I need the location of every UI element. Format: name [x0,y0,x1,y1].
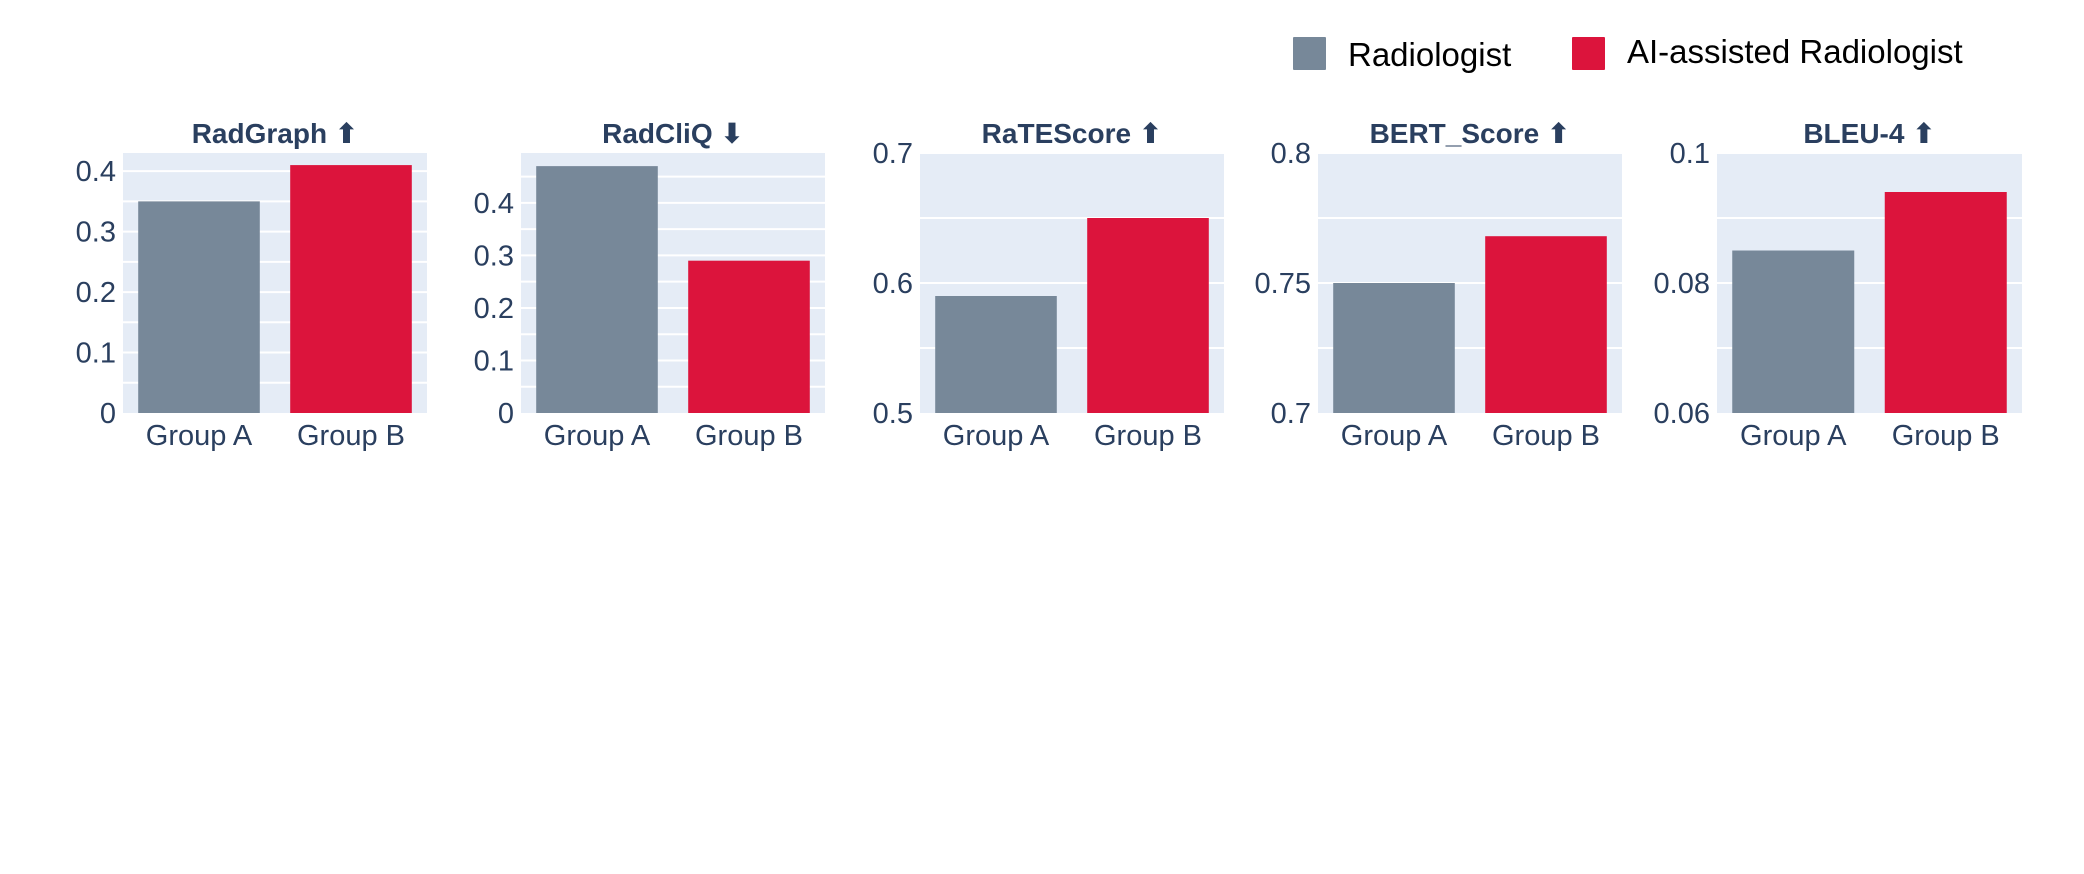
y-tick-label: 0.4 [76,156,116,188]
y-tick-label: 0.2 [474,293,514,325]
y-tick-label: 0.3 [76,217,116,249]
y-tick-label: 0.3 [474,240,514,272]
bar-group-b-ai-assisted-radiologist[interactable] [1087,218,1209,413]
x-tick-label: Group A [146,420,253,452]
subplot-title: RadCliQ ⬇ [602,118,744,149]
y-tick-label: 0.6 [873,268,913,300]
bar-group-b-ai-assisted-radiologist[interactable] [1485,236,1607,413]
bar-group-b-ai-assisted-radiologist[interactable] [688,260,810,413]
subplots: 0 0.1 0.2 0.3 0.4 Group A Group B RadGraph ⬆ 0 0.… [76,118,2022,452]
legend-item-ai-assisted-radiologist[interactable]: AI-assisted Radiologist [1572,33,1963,70]
x-tick-label: Group A [1341,420,1448,452]
y-tick-label: 0.06 [1654,398,1710,430]
subplot-title: RadGraph ⬆ [192,118,359,149]
y-tick-label: 0.7 [1271,398,1311,430]
bar-group-a-radiologist[interactable] [1732,250,1855,414]
subplot-bleu-4: 0.06 0.08 0.1 Group A Group B BLEU-4 ⬆ [1654,118,2022,452]
subplot-radcliq: 0 0.1 0.2 0.3 0.4 Group A Group B RadCliQ ⬇ [474,118,825,452]
legend-swatch-radiologist [1293,37,1326,70]
x-tick-label: Group A [943,420,1050,452]
y-tick-label: 0.7 [873,138,913,170]
bar-group-b-ai-assisted-radiologist[interactable] [1884,192,2007,413]
bar-group-a-radiologist[interactable] [935,296,1057,413]
y-tick-label: 0.4 [474,188,514,220]
legend-label-ai-assisted-radiologist: AI-assisted Radiologist [1627,33,1963,70]
x-tick-label: Group B [1094,420,1202,452]
y-tick-label: 0.5 [873,398,913,430]
x-tick-label: Group B [695,420,803,452]
subplot-ratescore: 0.5 0.6 0.7 Group A Group B RaTEScore ⬆ [873,118,1224,452]
subplot-title: BERT_Score ⬆ [1370,118,1571,149]
legend-label-radiologist: Radiologist [1348,36,1511,73]
y-tick-label: 0.1 [76,338,116,370]
y-tick-label: 0.1 [474,345,514,377]
x-tick-label: Group B [1892,420,2000,452]
bar-group-b-ai-assisted-radiologist[interactable] [290,165,412,413]
y-tick-label: 0.8 [1271,138,1311,170]
y-tick-label: 0.2 [76,277,116,309]
subplot-title: BLEU-4 ⬆ [1803,118,1935,149]
y-tick-label: 0.75 [1255,268,1311,300]
y-tick-label: 0.08 [1654,268,1710,300]
subplot-title: RaTEScore ⬆ [982,118,1163,149]
legend-item-radiologist[interactable]: Radiologist [1293,36,1511,73]
subplot-radgraph: 0 0.1 0.2 0.3 0.4 Group A Group B RadGraph ⬆ [76,118,427,452]
x-tick-label: Group B [1492,420,1600,452]
x-tick-label: Group A [1740,420,1847,452]
bar-group-a-radiologist[interactable] [138,201,260,413]
y-tick-label: 0 [100,398,116,430]
legend: Radiologist AI-assisted Radiologist [1293,33,1963,73]
x-tick-label: Group A [544,420,651,452]
x-tick-label: Group B [297,420,405,452]
bar-group-a-radiologist[interactable] [536,166,658,413]
legend-swatch-ai-assisted-radiologist [1572,37,1605,70]
y-tick-label: 0 [498,398,514,430]
subplot-bert-score: 0.7 0.75 0.8 Group A Group B BERT_Score ⬆ [1255,118,1622,452]
bar-group-a-radiologist[interactable] [1333,283,1455,413]
y-tick-label: 0.1 [1670,138,1710,170]
